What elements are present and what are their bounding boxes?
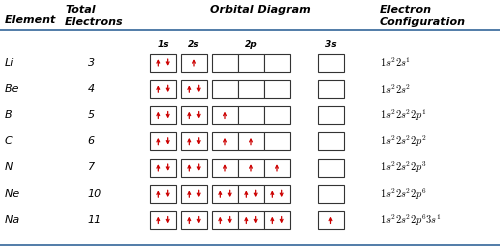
Bar [238,80,264,98]
Text: Na: Na [5,215,20,225]
Bar [212,54,238,72]
Bar [238,185,264,203]
Text: 1s: 1s [157,40,169,49]
Bar [150,106,176,124]
Bar [264,132,290,150]
Bar [264,80,290,98]
Text: Total
Electrons: Total Electrons [65,5,124,26]
Text: N: N [5,162,14,172]
Bar [264,185,290,203]
Text: $1s^22s^22p^3$: $1s^22s^22p^3$ [380,160,426,175]
Text: Be: Be [5,84,20,94]
Bar [181,80,207,98]
Bar [212,132,238,150]
Text: 3: 3 [88,58,94,68]
Bar [181,185,207,203]
Bar [212,211,238,229]
Bar [181,158,207,176]
Text: Electron
Configuration: Electron Configuration [380,5,466,26]
Text: $1s^22s^22p^63s^1$: $1s^22s^22p^63s^1$ [380,212,442,228]
Text: Li: Li [5,58,15,68]
Bar [264,54,290,72]
Bar [150,185,176,203]
Text: $1s^22s^1$: $1s^22s^1$ [380,56,411,69]
Text: $1s^22s^22p^2$: $1s^22s^22p^2$ [380,134,426,149]
Bar [264,158,290,176]
Bar [318,54,344,72]
Bar [181,106,207,124]
Bar [238,132,264,150]
Bar [264,106,290,124]
Bar [318,211,344,229]
Bar [181,54,207,72]
Text: 11: 11 [88,215,102,225]
Bar [150,211,176,229]
Text: 6: 6 [88,136,94,146]
Text: C: C [5,136,13,146]
Text: 5: 5 [88,110,94,120]
Bar [318,158,344,176]
Bar [318,185,344,203]
Bar [150,80,176,98]
Bar [150,132,176,150]
Text: 2s: 2s [188,40,200,49]
Bar [318,132,344,150]
Text: 2p: 2p [244,40,258,49]
Bar [212,106,238,124]
Text: 7: 7 [88,162,94,172]
Bar [212,158,238,176]
Bar [238,54,264,72]
Bar [181,132,207,150]
Bar [318,80,344,98]
Text: $1s^22s^22p^6$: $1s^22s^22p^6$ [380,186,426,202]
Bar [238,106,264,124]
Text: Element: Element [5,15,57,25]
Text: Ne: Ne [5,189,20,199]
Bar [238,158,264,176]
Bar [212,80,238,98]
Text: B: B [5,110,12,120]
Text: $1s^22s^22p^1$: $1s^22s^22p^1$ [380,107,426,123]
Text: 10: 10 [88,189,102,199]
Text: $1s^22s^2$: $1s^22s^2$ [380,82,411,96]
Text: Orbital Diagram: Orbital Diagram [210,5,310,15]
Bar [238,211,264,229]
Bar [318,106,344,124]
Text: 3s: 3s [324,40,336,49]
Bar [212,185,238,203]
Text: 4: 4 [88,84,94,94]
Bar [181,211,207,229]
Bar [150,158,176,176]
Bar [150,54,176,72]
Bar [264,211,290,229]
